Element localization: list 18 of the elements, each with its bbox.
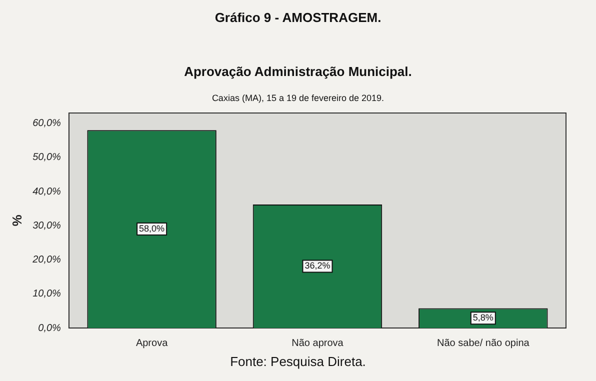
y-tick-label: 0,0%: [38, 322, 62, 334]
y-tick-label: 60,0%: [32, 118, 62, 130]
y-tick-label: 20,0%: [32, 254, 62, 266]
chart-subtitle: Caxias (MA), 15 a 19 de fevereiro de 2019.: [210, 93, 386, 103]
chart-title: Aprovação Administração Municipal.: [183, 64, 413, 79]
source-note: Fonte: Pesquisa Direta.: [229, 354, 367, 369]
y-tick-label: 50,0%: [32, 152, 62, 164]
y-tick-label: 30,0%: [32, 220, 62, 232]
data-label: 58,0%: [139, 224, 165, 234]
x-tick-label: Aprova: [136, 338, 168, 349]
text: Gráfico 9 - AMOSTRAGEM.: [214, 10, 382, 25]
x-tick-label: Não aprova: [292, 338, 344, 349]
y-tick-label: 40,0%: [32, 186, 62, 198]
data-label: 36,2%: [304, 260, 330, 271]
y-axis-title: %: [9, 214, 24, 226]
data-label: 5,8%: [472, 312, 494, 323]
x-tick-label: Não sabe/ não opina: [437, 338, 530, 349]
y-tick-label: 10,0%: [32, 288, 62, 300]
